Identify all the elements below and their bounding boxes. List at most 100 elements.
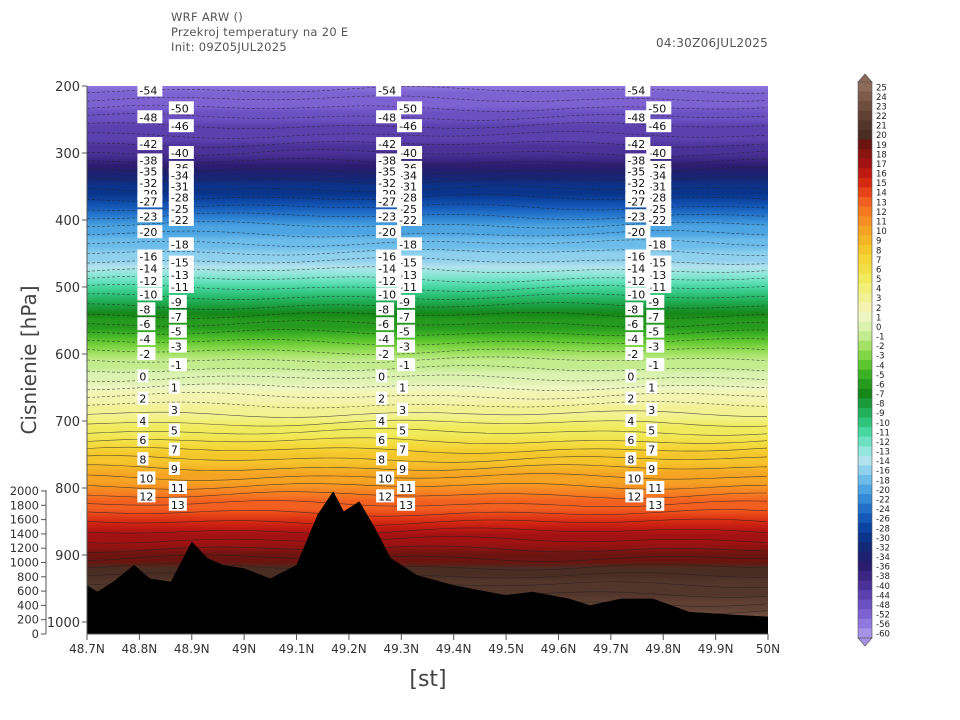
svg-text:-11: -11 <box>648 281 666 294</box>
contour-label: 8 <box>137 452 149 466</box>
colorbar-swatch <box>858 522 872 534</box>
svg-text:-13: -13 <box>171 269 189 282</box>
colorbar: 2524232221201918171615141312111098765432… <box>857 73 890 647</box>
colorbar-swatch <box>858 302 872 313</box>
svg-text:-6: -6 <box>378 318 389 331</box>
contour-label: 1 <box>168 380 180 395</box>
height-tick-label: 200 <box>17 613 39 627</box>
colorbar-swatch <box>858 129 872 141</box>
colorbar-label: -14 <box>876 457 890 467</box>
colorbar-label: -22 <box>876 496 890 506</box>
contour-label: 5 <box>646 423 658 438</box>
colorbar-swatch <box>858 590 872 601</box>
contour-label: -10 <box>625 287 651 301</box>
y-tick-label: 400 <box>55 214 80 229</box>
contour-label: -2 <box>376 347 395 361</box>
svg-text:13: 13 <box>648 499 662 512</box>
svg-text:-48: -48 <box>378 111 396 124</box>
contour-label: -8 <box>376 302 395 316</box>
colorbar-swatch <box>858 216 872 227</box>
contour-label: -13 <box>397 267 423 282</box>
contour-label: -27 <box>376 194 402 208</box>
svg-text:6: 6 <box>378 434 385 447</box>
svg-text:-14: -14 <box>139 263 157 276</box>
colorbar-swatch <box>858 542 872 553</box>
contour-label: -34 <box>646 168 672 182</box>
svg-text:-22: -22 <box>648 214 666 227</box>
svg-text:-32: -32 <box>139 177 157 190</box>
svg-text:-40: -40 <box>648 147 666 160</box>
contour-label: -25 <box>397 201 423 216</box>
svg-text:13: 13 <box>171 499 185 512</box>
svg-text:-9: -9 <box>399 296 410 309</box>
colorbar-swatch <box>858 110 872 121</box>
colorbar-swatch <box>858 417 872 428</box>
svg-text:-34: -34 <box>648 169 666 182</box>
colorbar-swatch <box>858 532 872 543</box>
svg-text:-48: -48 <box>139 111 157 124</box>
colorbar-swatch <box>858 312 872 323</box>
contour-label: -42 <box>625 137 651 151</box>
contour-label: -34 <box>397 168 423 182</box>
svg-text:11: 11 <box>171 482 185 495</box>
svg-text:-46: -46 <box>648 120 666 133</box>
contour-label: -38 <box>137 153 163 167</box>
contour-label: -28 <box>168 190 194 205</box>
contour-label: -12 <box>376 273 402 288</box>
svg-text:-54: -54 <box>627 84 645 97</box>
contour-label: 8 <box>625 452 637 466</box>
contour-label: 0 <box>137 369 149 383</box>
svg-text:11: 11 <box>648 482 662 495</box>
isotherm-line <box>87 95 768 102</box>
contour-label: -1 <box>168 358 187 372</box>
svg-text:-31: -31 <box>171 181 189 194</box>
colorbar-label: 20 <box>876 131 887 141</box>
svg-text:8: 8 <box>139 453 146 466</box>
y-axis-label: Cisnienie [hPa] <box>17 285 41 434</box>
colorbar-swatch <box>858 580 872 591</box>
contour-label: 12 <box>625 489 644 503</box>
colorbar-label: 7 <box>876 256 881 266</box>
contour-label: -15 <box>397 255 423 270</box>
contour-label: -22 <box>397 213 423 227</box>
contour-label: -8 <box>625 302 644 316</box>
contour-label: -31 <box>646 179 672 194</box>
svg-text:-23: -23 <box>378 210 396 223</box>
colorbar-swatch <box>858 331 872 342</box>
colorbar-label: 23 <box>876 102 887 112</box>
colorbar-swatch <box>858 321 872 332</box>
svg-text:-6: -6 <box>139 318 150 331</box>
svg-text:-1: -1 <box>171 359 182 372</box>
svg-text:-38: -38 <box>139 154 157 167</box>
colorbar-swatch <box>858 551 872 562</box>
isotherm-line <box>87 230 768 238</box>
x-tick-label: 49N <box>232 642 256 656</box>
svg-text:-4: -4 <box>139 333 150 346</box>
colorbar-label: -34 <box>876 553 890 563</box>
height-tick-label: 400 <box>17 598 39 612</box>
contour-label: 6 <box>625 433 637 447</box>
contour-label: -9 <box>397 294 416 309</box>
contour-label: -4 <box>376 332 395 346</box>
svg-text:-42: -42 <box>139 138 157 151</box>
contour-label: -54 <box>625 84 651 97</box>
contour-label: -22 <box>168 213 194 227</box>
colorbar-swatch <box>858 465 872 476</box>
contour-label: -20 <box>625 225 651 239</box>
svg-text:-20: -20 <box>378 226 396 239</box>
contour-label: -2 <box>137 347 156 361</box>
colorbar-swatch <box>858 340 872 351</box>
isotherm-line <box>87 419 768 427</box>
x-tick-label: 49.2N <box>331 642 367 656</box>
colorbar-swatch <box>858 197 872 208</box>
colorbar-label: -13 <box>876 448 890 458</box>
isotherm-line <box>87 86 768 94</box>
colorbar-swatch <box>858 292 872 303</box>
x-tick-label: 49.7N <box>593 642 629 656</box>
colorbar-label: 4 <box>876 285 881 295</box>
colorbar-label: -28 <box>876 524 890 534</box>
svg-text:-4: -4 <box>627 333 638 346</box>
svg-text:-46: -46 <box>171 120 189 133</box>
x-tick-label: 48.9N <box>174 642 210 656</box>
contour-label: -42 <box>376 137 402 151</box>
